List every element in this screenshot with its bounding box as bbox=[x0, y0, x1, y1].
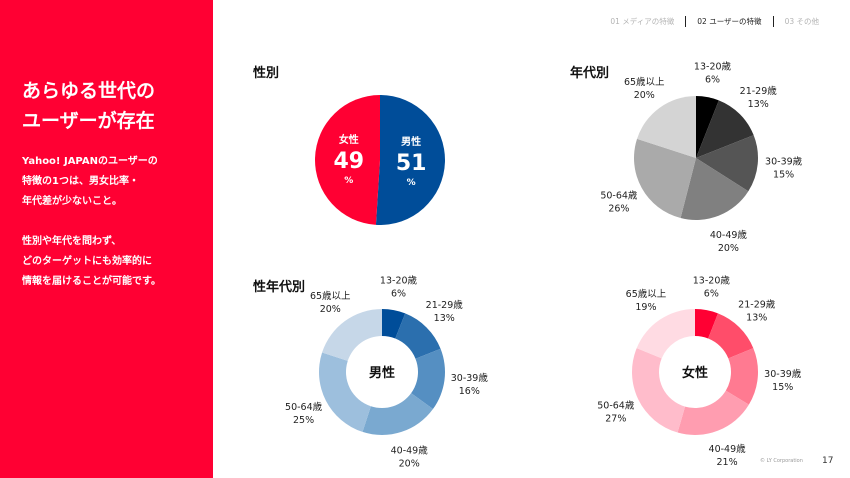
age-label-value: 13% bbox=[748, 99, 769, 110]
male-age-slice-0 bbox=[382, 309, 406, 339]
page-number: 17 bbox=[822, 456, 834, 466]
female-age-label-category: 13-20歳 bbox=[693, 275, 731, 287]
age-label-value: 15% bbox=[773, 169, 794, 180]
age-label-value: 6% bbox=[705, 75, 720, 86]
male-age-label-value: 6% bbox=[391, 289, 406, 300]
age-label-value: 20% bbox=[718, 243, 739, 254]
female-age-label-category: 30-39歳 bbox=[764, 368, 802, 380]
nav-item-media[interactable]: 01 メディアの特徴 bbox=[610, 17, 675, 26]
male-age-slice-3 bbox=[362, 393, 433, 435]
female-age-label-value: 15% bbox=[772, 382, 793, 393]
female-age-slice-0 bbox=[695, 309, 718, 339]
male-age-label-category: 21-29歳 bbox=[426, 299, 464, 311]
age-slice-2 bbox=[696, 135, 758, 192]
male-age-label-value: 13% bbox=[434, 313, 455, 324]
male-age-label-value: 20% bbox=[399, 459, 420, 470]
female-age-label-value: 19% bbox=[635, 302, 656, 313]
description: Yahoo! JAPANのユーザーの 特徴の1つは、男女比率・ 年代差が少ないこ… bbox=[22, 152, 161, 312]
female-age-label-value: 13% bbox=[746, 312, 767, 323]
left-panel: あらゆる世代の ユーザーが存在 Yahoo! JAPANのユーザーの 特徴の1つ… bbox=[0, 0, 213, 478]
gender-slice-value: 49 bbox=[334, 149, 365, 174]
female-age-slice-1 bbox=[708, 313, 754, 359]
gender-slice-male bbox=[375, 95, 446, 225]
age-chart-title: 年代別 bbox=[570, 66, 610, 81]
gender-slice-category: 女性 bbox=[339, 133, 359, 146]
gender-age-chart-title: 性年代別 bbox=[253, 280, 306, 295]
age-label-category: 21-29歳 bbox=[740, 85, 778, 97]
male-age-label-category: 65歳以上 bbox=[310, 290, 351, 302]
female-age-slice-3 bbox=[677, 390, 749, 435]
male-age-label-value: 20% bbox=[320, 304, 341, 315]
age-label-category: 50-64歳 bbox=[600, 189, 638, 201]
female-age-slice-5 bbox=[636, 309, 695, 359]
male-age-slice-2 bbox=[411, 348, 445, 410]
age-slice-1 bbox=[696, 100, 754, 158]
female-age-label-category: 21-29歳 bbox=[738, 298, 776, 310]
female-age-slice-4 bbox=[632, 348, 686, 433]
age-label-value: 26% bbox=[608, 203, 629, 214]
gender-slice-unit: % bbox=[407, 178, 416, 188]
description-paragraph-1: Yahoo! JAPANのユーザーの 特徴の1つは、男女比率・ 年代差が少ないこ… bbox=[22, 156, 158, 207]
headline: あらゆる世代の ユーザーが存在 bbox=[22, 80, 156, 132]
male-age-label-value: 25% bbox=[293, 415, 314, 426]
female-age-center-label: 女性 bbox=[682, 365, 708, 381]
age-slice-0 bbox=[696, 96, 719, 158]
male-age-label-category: 40-49歳 bbox=[391, 445, 429, 457]
age-slice-5 bbox=[637, 96, 696, 158]
age-label-category: 13-20歳 bbox=[694, 61, 732, 73]
age-label-category: 65歳以上 bbox=[624, 76, 665, 88]
male-age-label-category: 50-64歳 bbox=[285, 401, 323, 413]
age-label-value: 20% bbox=[634, 90, 655, 101]
male-age-slice-1 bbox=[395, 313, 441, 359]
female-age-label-category: 65歳以上 bbox=[626, 288, 667, 300]
female-age-label-value: 6% bbox=[704, 289, 719, 300]
male-age-center-label: 男性 bbox=[369, 365, 395, 381]
male-age-slice-5 bbox=[322, 309, 382, 361]
female-age-label-category: 50-64歳 bbox=[597, 399, 635, 411]
female-age-label-category: 40-49歳 bbox=[709, 443, 747, 455]
age-slice-3 bbox=[680, 158, 749, 220]
section-nav: 01 メディアの特徴 02 ユーザーの特徴 03 その他 bbox=[599, 16, 830, 27]
male-age-label-category: 13-20歳 bbox=[380, 275, 418, 287]
female-age-label-value: 21% bbox=[717, 457, 738, 468]
male-age-slice-4 bbox=[319, 352, 371, 432]
gender-slice-unit: % bbox=[344, 176, 353, 186]
gender-slice-value: 51 bbox=[396, 151, 427, 176]
nav-divider bbox=[772, 16, 774, 27]
age-label-category: 40-49歳 bbox=[710, 229, 748, 241]
description-paragraph-2: 性別や年代を問わず、 どのターゲットにも効率的に 情報を届けることが可能です。 bbox=[22, 236, 161, 287]
female-age-label-value: 27% bbox=[605, 413, 626, 424]
gender-slice-category: 男性 bbox=[401, 135, 421, 148]
copyright: © LY Corporation bbox=[760, 458, 803, 464]
male-age-label-value: 16% bbox=[459, 386, 480, 397]
female-age-slice-2 bbox=[725, 348, 759, 405]
age-label-category: 30-39歳 bbox=[765, 155, 803, 167]
nav-divider bbox=[685, 16, 687, 27]
nav-item-other[interactable]: 03 その他 bbox=[784, 17, 819, 26]
gender-slice-female bbox=[315, 95, 380, 225]
male-age-label-category: 30-39歳 bbox=[451, 372, 489, 384]
nav-item-users[interactable]: 02 ユーザーの特徴 bbox=[697, 17, 762, 26]
gender-chart-title: 性別 bbox=[253, 66, 280, 81]
age-slice-4 bbox=[633, 138, 696, 219]
